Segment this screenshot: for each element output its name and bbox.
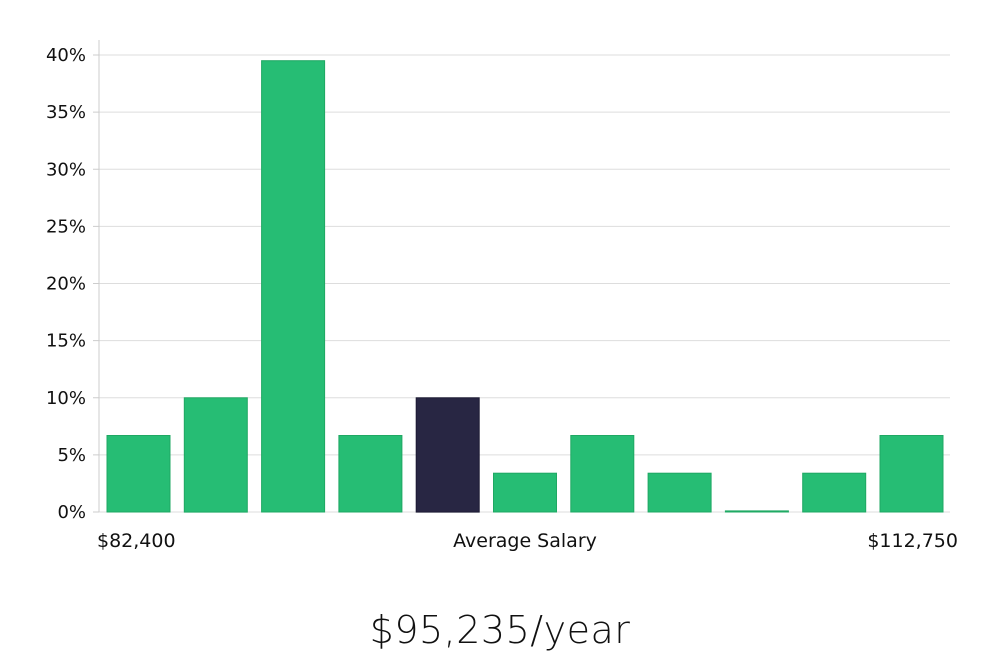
y-tick-label: 40% — [46, 45, 86, 66]
bar — [647, 472, 712, 513]
y-tick-label: 5% — [57, 445, 86, 466]
bar — [261, 60, 326, 513]
y-tick-label: 25% — [46, 216, 86, 237]
x-max-label: $112,750 — [867, 530, 958, 552]
bar — [724, 510, 789, 513]
y-axis-ticks: 0% 5% 10% 15% 20% 25% 30% 35% 40% — [46, 45, 99, 523]
x-axis-label: Average Salary — [453, 530, 597, 552]
bar — [338, 435, 403, 513]
bar — [879, 435, 944, 513]
y-tick-label: 15% — [46, 331, 86, 352]
bar — [183, 397, 248, 513]
bar — [570, 435, 635, 513]
average-salary-value: $95,235/year — [369, 608, 631, 652]
bar — [493, 472, 557, 513]
y-tick-label: 30% — [46, 159, 86, 180]
y-tick-label: 10% — [46, 388, 86, 409]
bar — [106, 435, 171, 513]
y-tick-label: 35% — [46, 102, 86, 123]
bar-highlighted — [415, 397, 480, 513]
salary-distribution-chart: 0% 5% 10% 15% 20% 25% 30% 35% 40% $82,400 Averag… — [46, 40, 958, 552]
y-tick-label: 0% — [57, 502, 86, 523]
bars — [106, 60, 944, 513]
y-tick-label: 20% — [46, 274, 86, 295]
bar — [802, 472, 867, 513]
x-min-label: $82,400 — [97, 530, 176, 552]
